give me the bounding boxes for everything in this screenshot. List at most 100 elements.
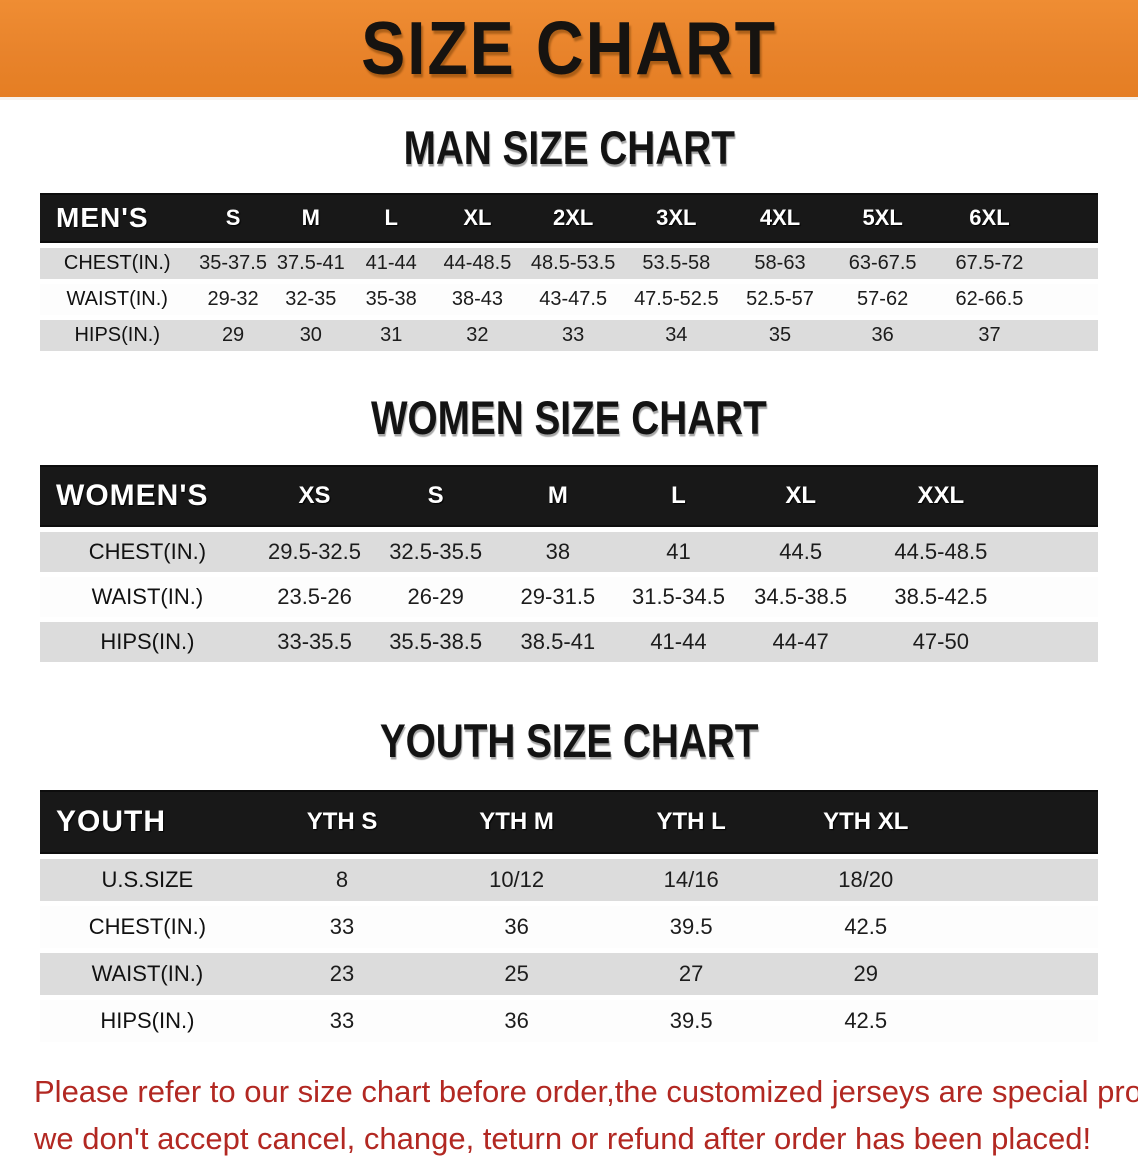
size-value-cell: 23.5-26: [255, 577, 375, 617]
size-value-cell: 44.5: [738, 532, 863, 572]
size-value-cell: 36: [429, 906, 604, 948]
size-value-cell: 44-47: [738, 622, 863, 662]
size-value-cell: 35.5-38.5: [374, 622, 497, 662]
header-filler: [953, 790, 1098, 854]
size-column-header: S: [194, 193, 271, 243]
size-value-cell: 29-32: [194, 284, 271, 315]
size-value-cell: 41-44: [350, 248, 433, 279]
size-column-header: XL: [738, 465, 863, 527]
size-value-cell: 18/20: [778, 859, 953, 901]
size-value-cell: 57-62: [831, 284, 934, 315]
size-value-cell: 47-50: [863, 622, 1019, 662]
size-value-cell: 38-43: [432, 284, 522, 315]
table-corner-label: YOUTH: [40, 790, 255, 854]
size-value-cell: 63-67.5: [831, 248, 934, 279]
row-filler: [953, 859, 1098, 901]
women-size-chart-title: WOMEN SIZE CHART: [0, 356, 1138, 460]
size-value-cell: 39.5: [604, 906, 779, 948]
size-value-cell: 32-35: [272, 284, 350, 315]
size-value-cell: 32.5-35.5: [374, 532, 497, 572]
banner: SIZE CHART: [0, 0, 1138, 100]
table-corner-label: MEN'S: [40, 193, 194, 243]
size-column-header: M: [497, 465, 619, 527]
size-value-cell: 62-66.5: [934, 284, 1045, 315]
size-value-cell: 33: [255, 906, 430, 948]
size-value-cell: 29.5-32.5: [255, 532, 375, 572]
size-value-cell: 31.5-34.5: [619, 577, 739, 617]
header-filler: [1019, 465, 1098, 527]
size-value-cell: 35-37.5: [194, 248, 271, 279]
size-value-cell: 29: [778, 953, 953, 995]
size-value-cell: 43-47.5: [522, 284, 624, 315]
row-filler: [1019, 577, 1098, 617]
size-chart-banner-title: SIZE CHART: [361, 5, 777, 91]
size-column-header: XXL: [863, 465, 1019, 527]
size-value-cell: 36: [831, 320, 934, 351]
size-column-header: 4XL: [729, 193, 832, 243]
header-filler: [1045, 193, 1098, 243]
row-filler: [1045, 320, 1098, 351]
row-label: HIPS(IN.): [40, 1000, 255, 1042]
size-value-cell: 67.5-72: [934, 248, 1045, 279]
row-label: CHEST(IN.): [40, 248, 194, 279]
size-value-cell: 10/12: [429, 859, 604, 901]
size-value-cell: 38.5-41: [497, 622, 619, 662]
row-filler: [1045, 248, 1098, 279]
size-column-header: S: [374, 465, 497, 527]
youth-size-chart-title: YOUTH SIZE CHART: [0, 667, 1138, 785]
table-corner-label: WOMEN'S: [40, 465, 255, 527]
size-column-header: L: [619, 465, 739, 527]
size-value-cell: 58-63: [729, 248, 832, 279]
row-label: CHEST(IN.): [40, 906, 255, 948]
size-value-cell: 26-29: [374, 577, 497, 617]
row-label: WAIST(IN.): [40, 953, 255, 995]
size-value-cell: 34: [624, 320, 729, 351]
size-value-cell: 41-44: [619, 622, 739, 662]
size-column-header: 3XL: [624, 193, 729, 243]
size-value-cell: 34.5-38.5: [738, 577, 863, 617]
row-filler: [1019, 532, 1098, 572]
row-label: WAIST(IN.): [40, 284, 194, 315]
size-value-cell: 38: [497, 532, 619, 572]
size-value-cell: 41: [619, 532, 739, 572]
size-value-cell: 53.5-58: [624, 248, 729, 279]
size-value-cell: 35-38: [350, 284, 433, 315]
row-label: U.S.SIZE: [40, 859, 255, 901]
size-value-cell: 38.5-42.5: [863, 577, 1019, 617]
size-value-cell: 8: [255, 859, 430, 901]
size-value-cell: 30: [272, 320, 350, 351]
size-column-header: L: [350, 193, 433, 243]
size-value-cell: 37.5-41: [272, 248, 350, 279]
row-label: HIPS(IN.): [40, 320, 194, 351]
size-value-cell: 36: [429, 1000, 604, 1042]
row-label: WAIST(IN.): [40, 577, 255, 617]
size-column-header: XS: [255, 465, 375, 527]
size-value-cell: 35: [729, 320, 832, 351]
size-value-cell: 42.5: [778, 906, 953, 948]
size-value-cell: 14/16: [604, 859, 779, 901]
size-value-cell: 32: [432, 320, 522, 351]
size-column-header: YTH XL: [778, 790, 953, 854]
size-value-cell: 37: [934, 320, 1045, 351]
disclaimer-text: Please refer to our size chart before or…: [34, 1069, 1138, 1162]
size-column-header: YTH L: [604, 790, 779, 854]
size-column-header: YTH S: [255, 790, 430, 854]
size-column-header: XL: [432, 193, 522, 243]
size-value-cell: 47.5-52.5: [624, 284, 729, 315]
